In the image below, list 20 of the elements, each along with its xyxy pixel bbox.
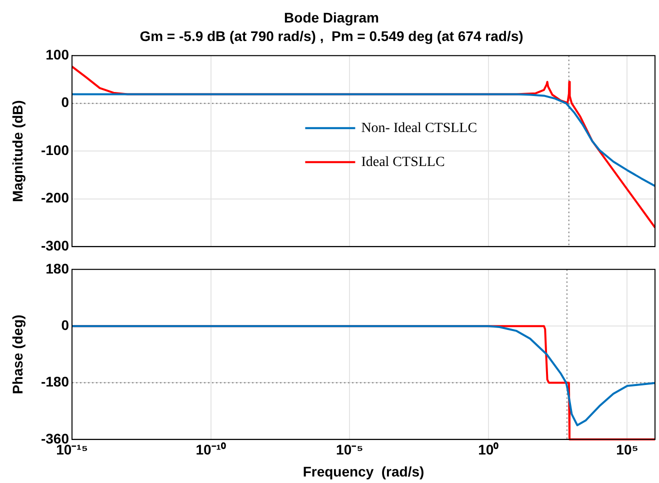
y-tick-label: 0 xyxy=(61,94,70,110)
y-tick-label: -300 xyxy=(40,237,70,254)
x-tick-label: 10⁵ xyxy=(616,442,638,458)
y-tick-label: 0 xyxy=(61,316,70,333)
y-tick-label: -180 xyxy=(40,374,70,390)
y-tick-label: -360 xyxy=(40,430,70,446)
y-tick-label: -200 xyxy=(40,190,70,206)
y-axis-title: Magnitude (dB) xyxy=(9,100,26,202)
chart-title: Bode Diagram xyxy=(284,9,379,26)
legend-label: Non- Ideal CTSLLC xyxy=(361,120,478,136)
y-tick-label: 180 xyxy=(46,260,70,276)
y-tick-label: 100 xyxy=(46,46,70,62)
legend-label: Ideal CTSLLC xyxy=(361,154,445,170)
y-axis-title: Phase (deg) xyxy=(9,314,26,394)
x-axis-title: Frequency (rad/s) xyxy=(302,463,424,480)
chart-subtitle: Gm = -5.9 dB (at 790 rad/s) , Pm = 0.549 deg (at 674 rad/s) xyxy=(140,28,524,44)
x-tick-label: 10⁻⁵ xyxy=(336,442,364,458)
x-tick-label: 10⁻¹⁰ xyxy=(196,442,226,458)
x-tick-label: 10⁰ xyxy=(478,442,499,458)
y-tick-label: -100 xyxy=(40,142,70,158)
